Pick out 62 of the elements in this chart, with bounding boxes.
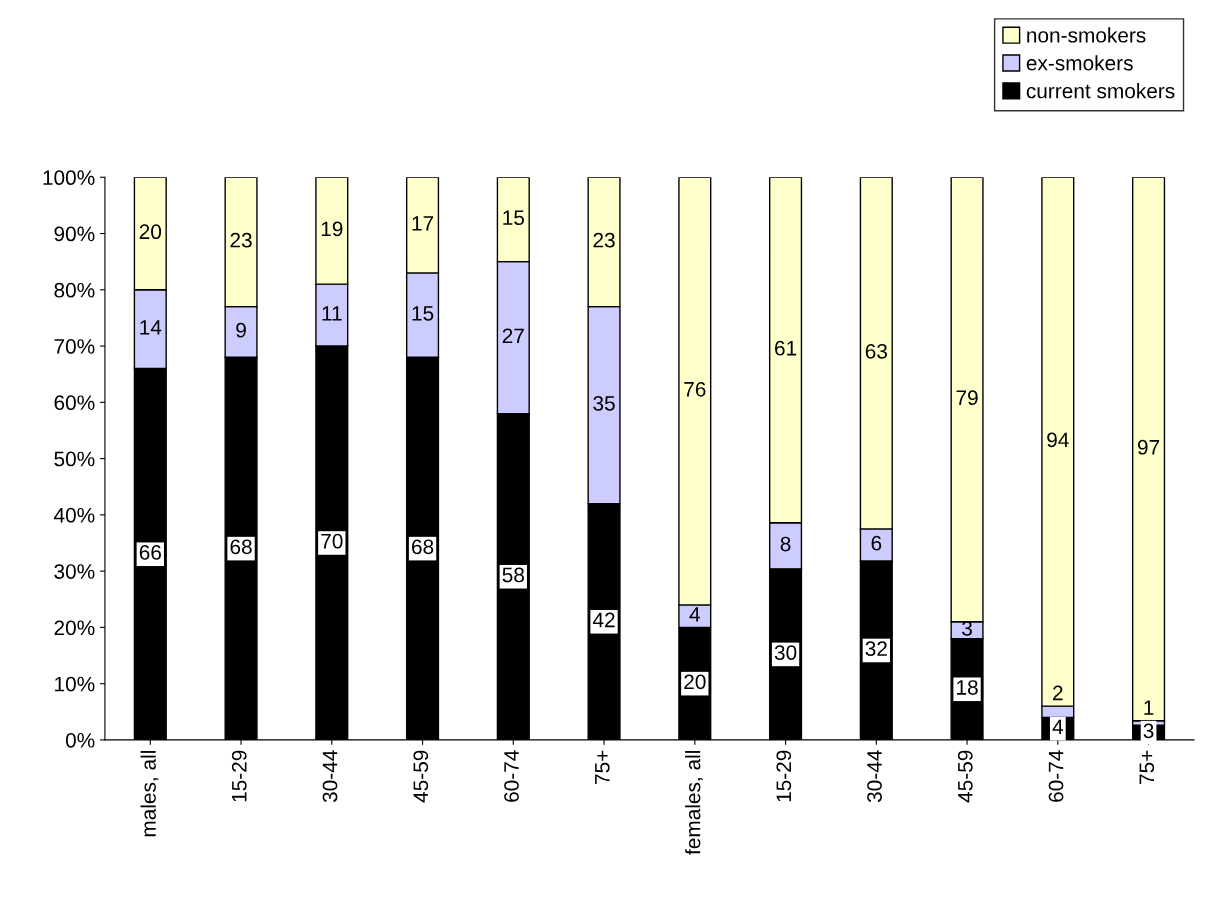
data-label: 61: [775, 340, 797, 356]
x-tick-label: 45-59: [957, 750, 973, 803]
y-tick-label: 10%: [55, 676, 95, 692]
y-tick-label: 90%: [54, 226, 95, 242]
legend-label: ex-smokers: [1026, 55, 1133, 71]
data-label: 32: [865, 641, 887, 657]
data-label: 11: [322, 306, 342, 321]
data-label: 14: [140, 320, 162, 335]
y-tick-label: 60%: [54, 395, 95, 411]
data-label: 20: [139, 224, 162, 240]
bar: [1131, 177, 1166, 722]
data-label: 58: [502, 567, 524, 583]
data-label: 76: [684, 381, 706, 397]
x-tick-label: 75+: [595, 750, 610, 784]
data-label: 3: [1143, 723, 1154, 739]
x-tick-label: 15-29: [776, 750, 792, 802]
data-label: 8: [780, 536, 791, 552]
x-tick-label: females, all: [685, 751, 703, 855]
x-tick-label: 30-44: [867, 750, 882, 803]
x-tick-label: 45-59: [413, 750, 429, 803]
data-label: 4: [689, 607, 700, 622]
legend-label: non-smokers: [1027, 27, 1146, 43]
data-label: 17: [412, 216, 434, 231]
legend-label: current smokers: [1026, 83, 1175, 99]
data-label: 97: [1137, 439, 1160, 455]
data-label: 63: [865, 343, 887, 359]
data-label: 15: [412, 306, 434, 321]
x-tick-label: 60-74: [504, 750, 519, 802]
data-label: 79: [956, 390, 978, 406]
y-tick-label: 80%: [54, 282, 95, 298]
y-tick-label: 70%: [54, 339, 95, 354]
x-tick-label: 15-29: [231, 750, 247, 802]
y-tick-label: 0%: [65, 732, 95, 748]
y-tick-label: 20%: [54, 620, 95, 636]
data-label: 66: [139, 545, 161, 560]
data-label: 68: [412, 539, 434, 555]
data-label: 19: [321, 221, 343, 237]
y-tick-label: 100%: [43, 170, 95, 186]
data-label: 9: [236, 322, 246, 338]
x-tick-label: 60-74: [1048, 750, 1064, 802]
data-label: 18: [957, 680, 978, 695]
data-label: 15: [503, 210, 525, 226]
y-tick-label: 50%: [54, 451, 95, 467]
data-label: 23: [230, 232, 252, 248]
x-tick-label: 75+: [1139, 750, 1155, 784]
y-tick-label: 30%: [54, 564, 95, 579]
data-label: 42: [592, 612, 615, 628]
data-label: 20: [684, 674, 706, 690]
data-label: 2: [1053, 685, 1063, 701]
data-label: 68: [230, 539, 252, 555]
data-label: 27: [502, 328, 524, 343]
data-label: 4: [1052, 719, 1063, 735]
data-label: 30: [774, 645, 797, 660]
data-label: 6: [871, 535, 882, 551]
data-label: 94: [1047, 432, 1069, 448]
data-label: 23: [593, 232, 615, 248]
y-tick-label: 40%: [53, 507, 95, 523]
data-label: 35: [593, 395, 615, 411]
data-label: 70: [321, 533, 343, 549]
data-label: 1: [1144, 700, 1154, 715]
x-tick-label: 30-44: [322, 750, 338, 803]
x-tick-label: males, all: [140, 751, 159, 837]
